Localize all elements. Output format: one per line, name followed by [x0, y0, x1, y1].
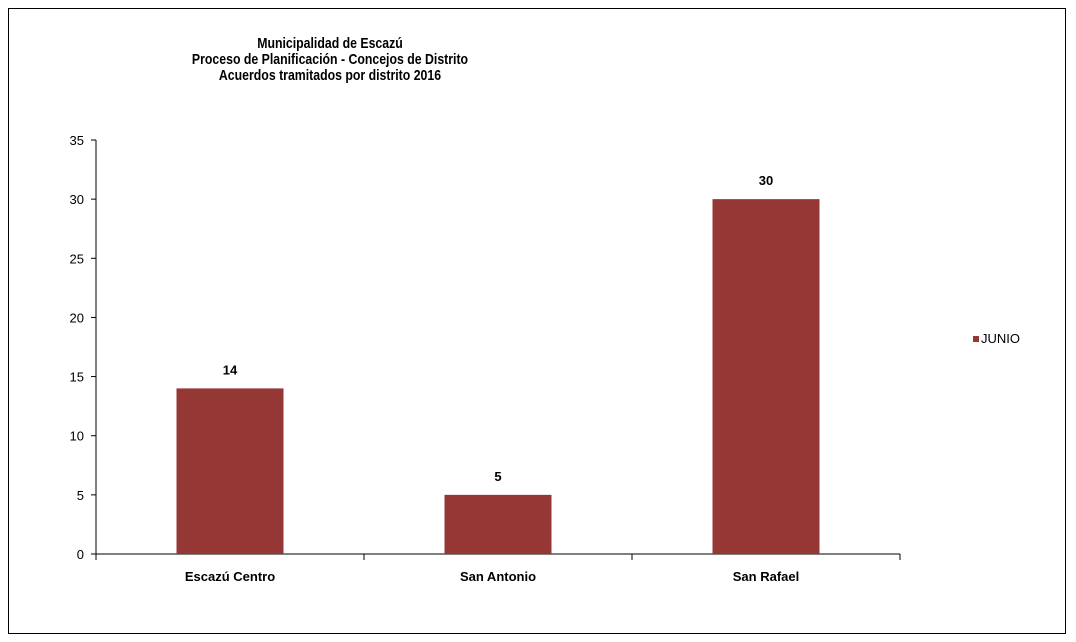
y-tick-label: 15 [70, 370, 84, 385]
bar [712, 199, 820, 554]
chart-title-line-2: Proceso de Planificación - Concejos de D… [191, 51, 469, 68]
y-tick-label: 20 [70, 310, 84, 325]
y-tick-label: 25 [70, 251, 84, 266]
y-tick-label: 10 [70, 429, 84, 444]
chart-title: Municipalidad de Escazú Proceso de Plani… [174, 36, 486, 84]
chart-title-line-1: Municipalidad de Escazú [257, 35, 403, 52]
x-tick-label: Escazú Centro [185, 569, 275, 584]
y-tick-label: 35 [70, 133, 84, 148]
legend-label: JUNIO [981, 331, 1020, 346]
data-label: 30 [759, 173, 773, 188]
x-tick-label: San Antonio [460, 569, 536, 584]
y-tick-label: 5 [77, 488, 84, 503]
y-tick-label: 0 [77, 547, 84, 562]
bar [444, 494, 552, 554]
chart-title-line-3: Acuerdos tramitados por distrito 2016 [218, 67, 442, 84]
data-label: 5 [494, 469, 501, 484]
legend-swatch [973, 335, 979, 342]
x-tick-label: San Rafael [733, 569, 799, 584]
y-tick-label: 30 [70, 192, 84, 207]
legend: JUNIO [973, 331, 1020, 346]
bar [176, 388, 284, 554]
data-label: 14 [223, 362, 238, 377]
